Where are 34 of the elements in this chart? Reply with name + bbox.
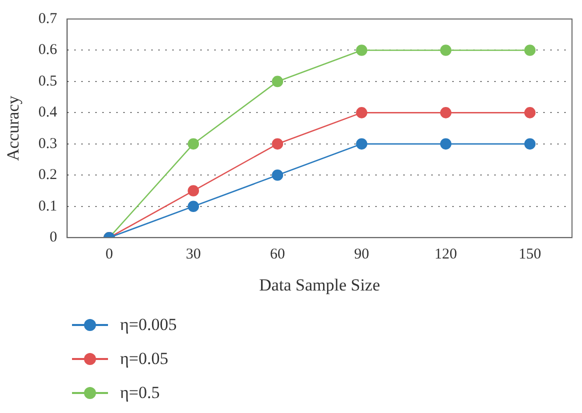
point [272, 169, 284, 181]
y-tick-label: 0.2 [38, 167, 58, 184]
x-tick-label: 150 [518, 246, 542, 263]
point [356, 44, 368, 56]
y-tick-label: 0.6 [38, 42, 58, 58]
point [356, 138, 368, 150]
point [524, 44, 536, 56]
point [188, 185, 200, 196]
y-axis-title: Accuracy [4, 95, 23, 161]
x-tick-label: 120 [434, 246, 458, 263]
point [272, 76, 284, 88]
y-tick-label: 0 [50, 230, 58, 246]
y-tick-label: 0.1 [38, 198, 58, 214]
y-tick-label: 0.7 [38, 10, 58, 27]
point [188, 138, 200, 150]
point [356, 107, 368, 118]
point [524, 138, 536, 150]
point [440, 44, 452, 56]
y-tick-label: 0.4 [38, 104, 58, 121]
legend-label: η=0.05 [120, 349, 168, 369]
y-tick-label: 0.3 [38, 136, 58, 152]
x-tick-label: 0 [105, 246, 113, 263]
legend-label: η=0.005 [120, 315, 177, 335]
point [188, 200, 200, 212]
point [440, 138, 452, 150]
legend-label: η=0.5 [120, 383, 160, 403]
x-tick-label: 30 [186, 246, 201, 263]
point [524, 107, 536, 118]
x-tick-label: 90 [354, 246, 370, 263]
x-axis-title: Data Sample Size [259, 275, 380, 294]
x-tick-label: 60 [270, 246, 286, 263]
y-tick-label: 0.5 [38, 73, 58, 90]
point [272, 138, 284, 150]
point [440, 107, 452, 118]
